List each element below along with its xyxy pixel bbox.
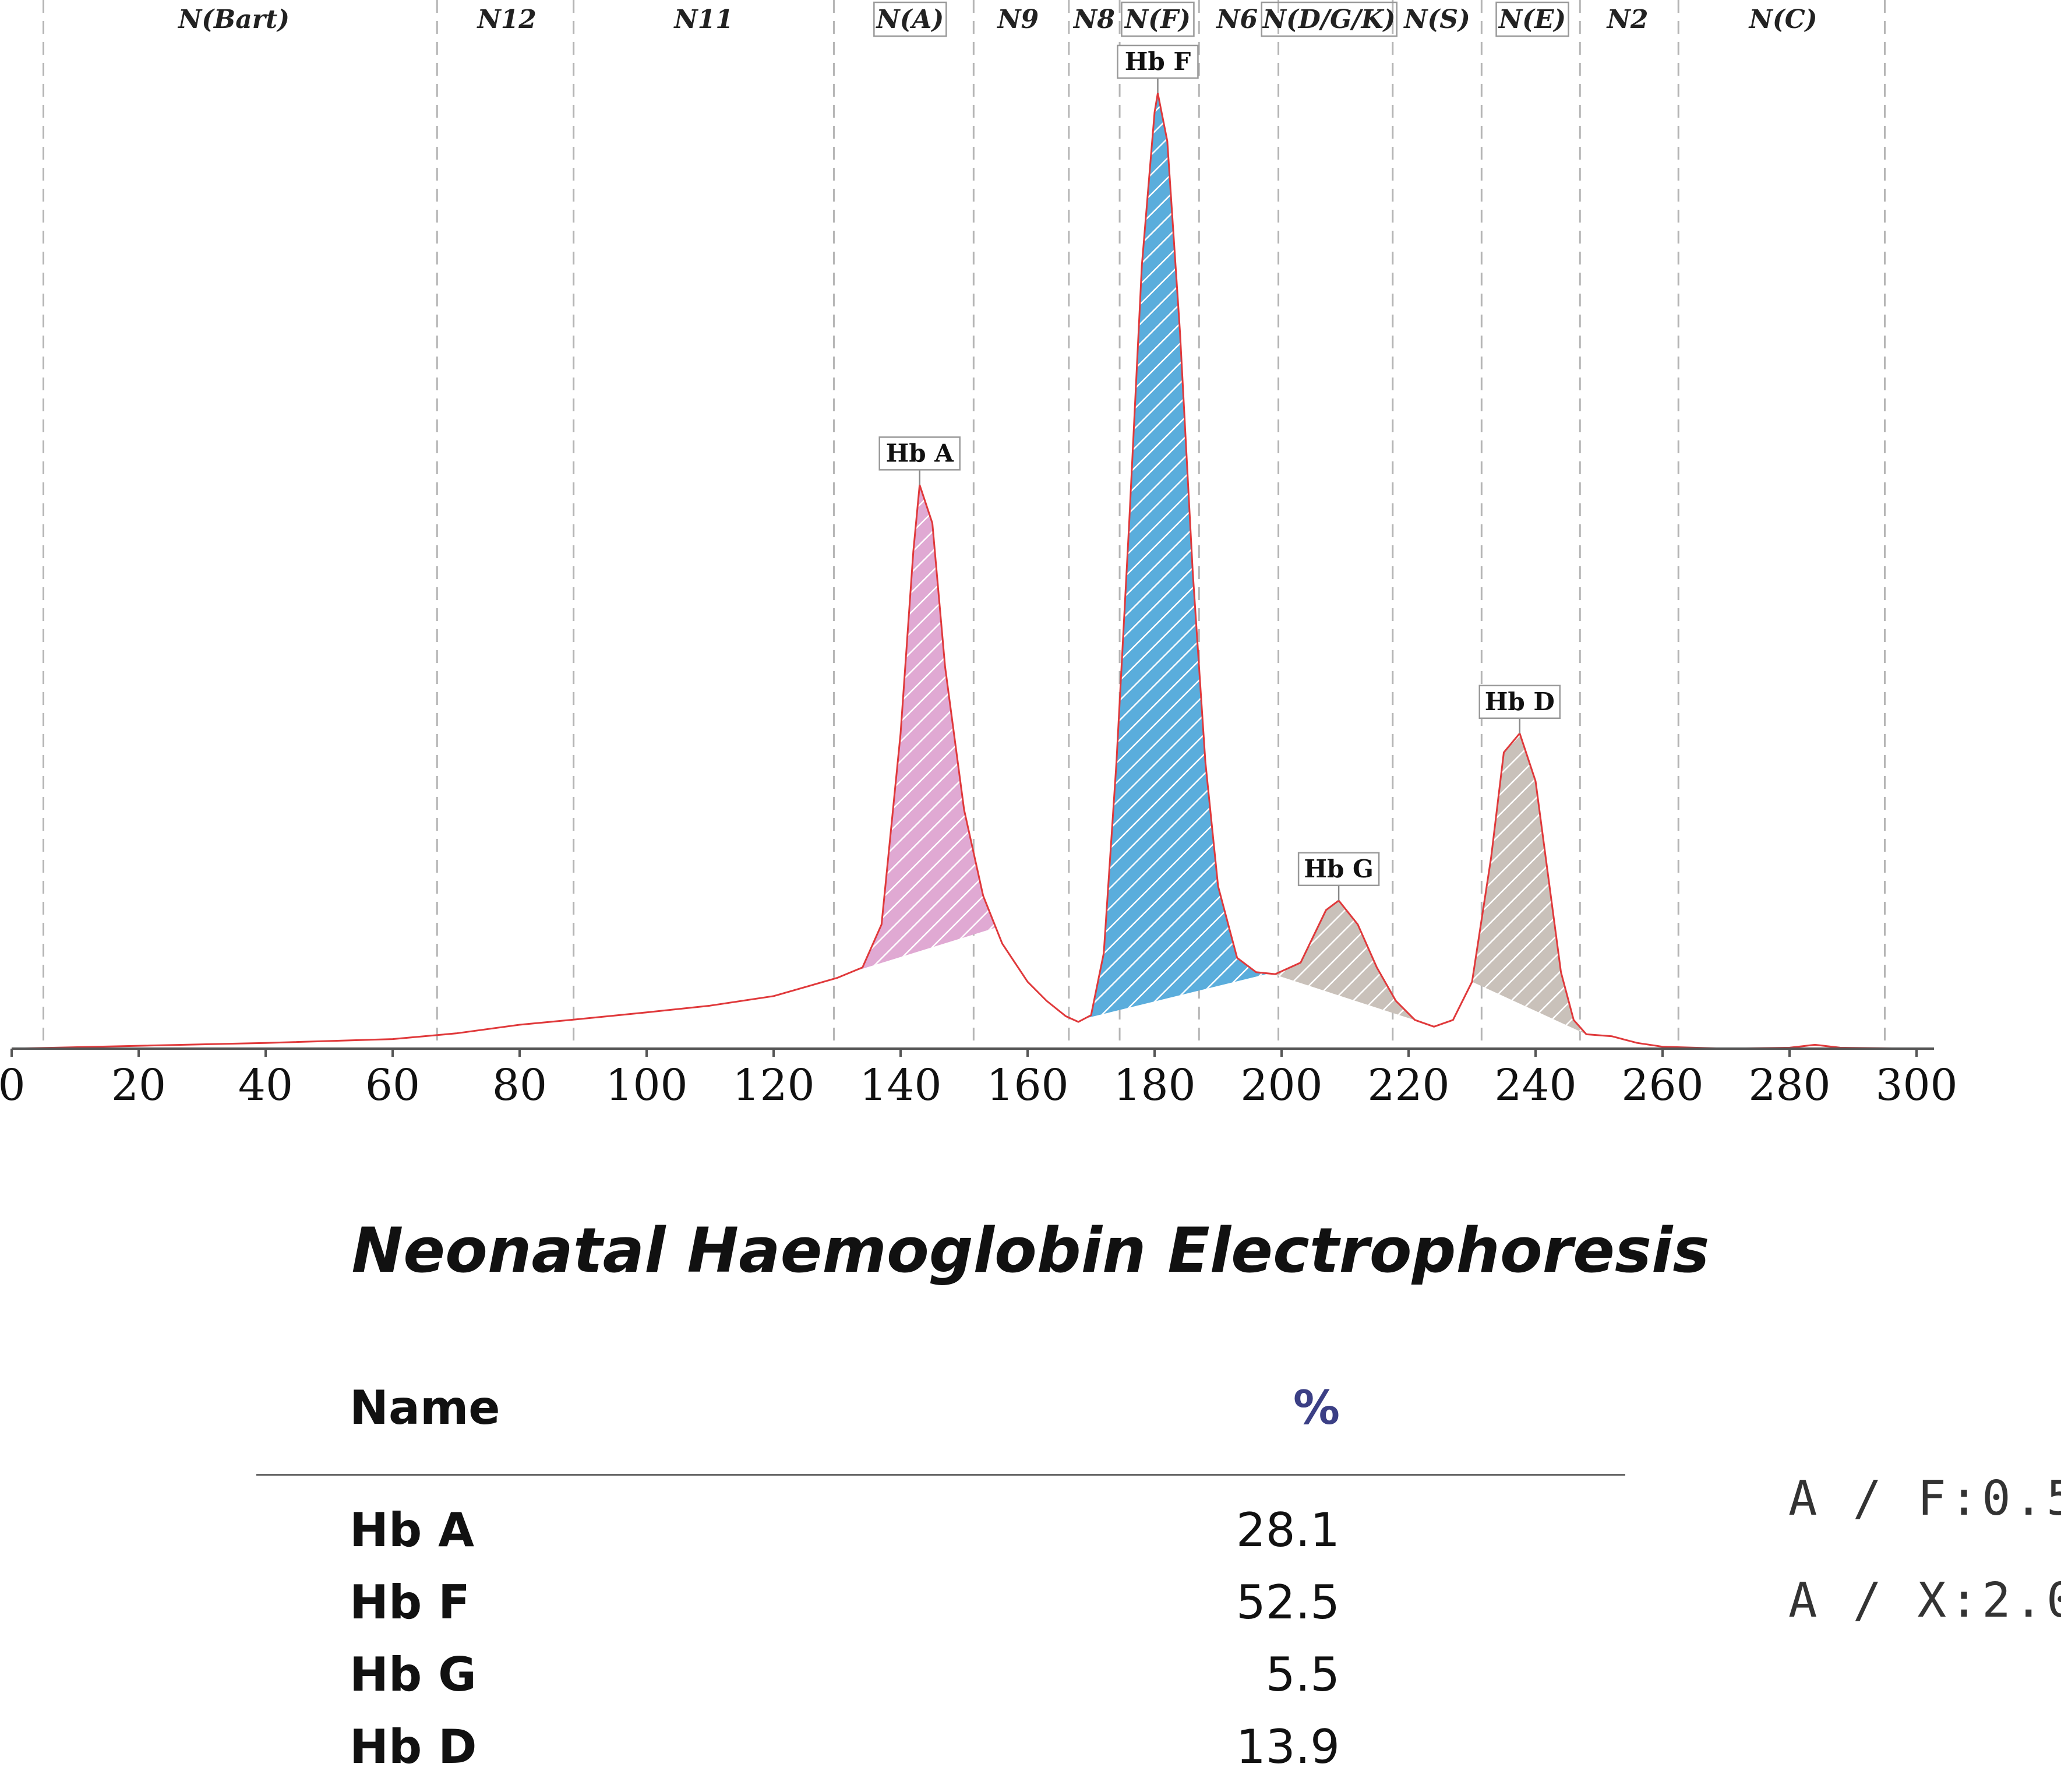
- svg-text:N2: N2: [1606, 5, 1649, 34]
- table-row: Hb G 5.5: [256, 1648, 1625, 1720]
- row-name: Hb F: [350, 1575, 470, 1629]
- table-row: Hb F 52.5: [256, 1575, 1625, 1648]
- x-axis: 0 20 40 60 80 100 120 140 160 180 200 220 240 260 280 3…: [0, 1047, 1958, 1110]
- x-tick-label: 260: [1621, 1060, 1703, 1110]
- zone-label: N12: [476, 5, 536, 34]
- x-tick-label: 0: [0, 1060, 26, 1110]
- x-tick-label: 140: [859, 1060, 941, 1110]
- svg-text:N(D/G/K): N(D/G/K): [1262, 5, 1396, 34]
- peak-hatch: [1085, 93, 1269, 1019]
- peak-label: Hb D: [1478, 685, 1561, 733]
- svg-text:N(A): N(A): [875, 5, 944, 34]
- svg-text:Hb A: Hb A: [886, 439, 955, 467]
- svg-text:Hb D: Hb D: [1485, 687, 1555, 716]
- zone-labels: N(Bart) N12 N11 N(A) N9 N8 N(F) N6 N(D/G/K) N(S) N…: [177, 1, 1818, 37]
- row-percent: 28.1: [1236, 1503, 1340, 1557]
- svg-text:N11: N11: [673, 5, 733, 34]
- peak-label: Hb A: [878, 436, 961, 485]
- x-tick-label: 20: [111, 1060, 166, 1110]
- zone-label: N8: [1072, 5, 1115, 34]
- zone-label: N(A): [873, 1, 947, 37]
- zone-label: N(D/G/K): [1261, 1, 1397, 37]
- x-tick-label: 280: [1748, 1060, 1830, 1110]
- svg-text:N(Bart): N(Bart): [177, 5, 290, 34]
- zone-label: N9: [996, 5, 1039, 34]
- row-name: Hb A: [350, 1503, 474, 1557]
- svg-text:Hb G: Hb G: [1304, 855, 1374, 883]
- x-tick-label: 120: [732, 1060, 814, 1110]
- ratio-a-x: A / X:2.02: [1788, 1573, 2061, 1628]
- x-tick-label: 180: [1113, 1060, 1195, 1110]
- peak-hatch: [849, 485, 996, 973]
- zone-label: N6: [1215, 5, 1258, 34]
- zone-label: N(Bart): [177, 5, 290, 34]
- trace-line: [11, 92, 1917, 1050]
- peak-fills: [849, 93, 1587, 1035]
- svg-text:N6: N6: [1215, 5, 1258, 34]
- zone-separators: [43, 0, 1886, 1049]
- x-tick-label: 40: [238, 1060, 293, 1110]
- svg-text:Hb F: Hb F: [1125, 47, 1191, 76]
- x-tick-label: 60: [365, 1060, 420, 1110]
- svg-text:N(E): N(E): [1498, 5, 1566, 34]
- x-tick-label: 80: [492, 1060, 547, 1110]
- x-tick-label: 220: [1367, 1060, 1449, 1110]
- x-tick-label: 200: [1240, 1060, 1322, 1110]
- peak-label: Hb G: [1297, 852, 1380, 901]
- peak-label: Hb F: [1117, 44, 1199, 93]
- row-percent: 13.9: [1236, 1720, 1340, 1774]
- peak-labels: Hb A Hb F Hb G Hb D: [878, 44, 1561, 901]
- column-header-name: Name: [350, 1381, 500, 1435]
- table-row: Hb D 13.9: [256, 1720, 1625, 1792]
- zone-label: N(S): [1403, 5, 1470, 34]
- peak-hatch: [1272, 900, 1421, 1022]
- electrophoresis-chart: 0 20 40 60 80 100 120 140 160 180 200 220 240 260 280 3…: [0, 0, 1958, 1110]
- row-name: Hb D: [350, 1720, 477, 1774]
- row-percent: 52.5: [1236, 1575, 1340, 1629]
- svg-text:N(F): N(F): [1124, 5, 1191, 34]
- zone-label: N(E): [1495, 1, 1569, 37]
- x-tick-label: 160: [986, 1060, 1068, 1110]
- zone-label: N2: [1606, 5, 1649, 34]
- svg-text:N9: N9: [996, 5, 1039, 34]
- ratio-a-f: A / F:0.54: [1788, 1471, 2061, 1526]
- x-tick-label: 300: [1875, 1060, 1957, 1110]
- svg-text:N8: N8: [1072, 5, 1115, 34]
- row-name: Hb G: [350, 1648, 477, 1702]
- zone-label: N(C): [1748, 5, 1818, 34]
- zone-label: N11: [673, 5, 733, 34]
- peak-hatch: [1472, 733, 1587, 1035]
- column-header-percent: %: [1293, 1381, 1340, 1435]
- x-tick-label: 240: [1494, 1060, 1576, 1110]
- x-tick-label: 100: [605, 1060, 687, 1110]
- svg-text:N12: N12: [476, 5, 536, 34]
- row-percent: 5.5: [1265, 1648, 1340, 1702]
- chart-title: Neonatal Haemoglobin Electrophoresis: [351, 1215, 1710, 1286]
- svg-text:N(C): N(C): [1748, 5, 1818, 34]
- table-row: Hb A 28.1: [256, 1503, 1625, 1575]
- svg-text:N(S): N(S): [1403, 5, 1470, 34]
- header-rule: [256, 1474, 1625, 1476]
- zone-label: N(F): [1121, 1, 1195, 37]
- trace-layer: [11, 92, 1917, 1050]
